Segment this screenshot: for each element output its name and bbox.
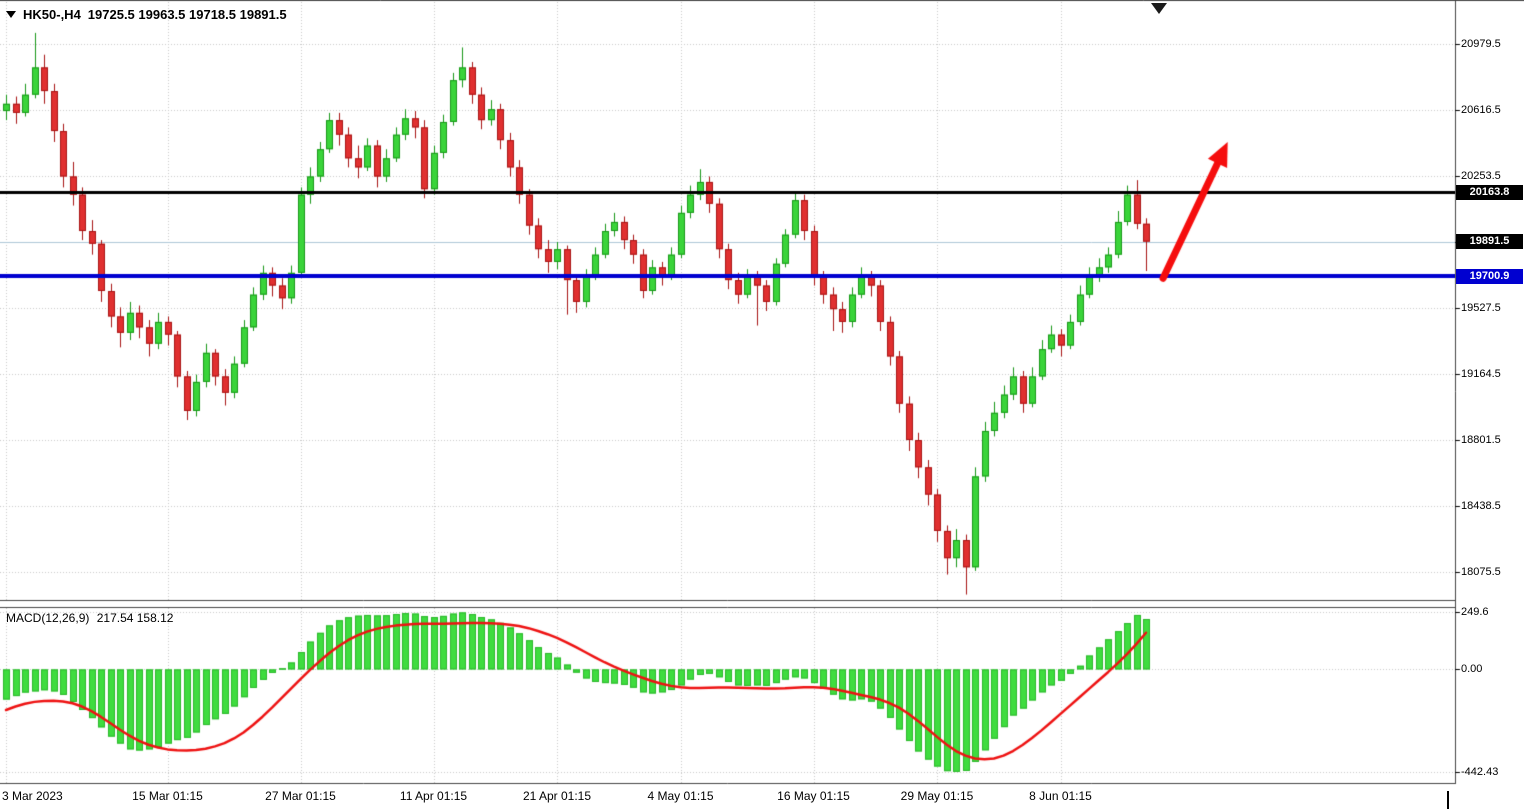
time-axis-date-label: 21 Apr 01:15 <box>522 789 592 803</box>
macd-indicator-values: 217.54 158.12 <box>96 611 174 625</box>
macd-axis-tick-label: -442.43 <box>1461 765 1499 778</box>
time-axis-date-label: 15 Mar 01:15 <box>132 789 203 803</box>
macd-indicator-label: MACD(12,26,9) 217.54 158.12 <box>6 611 177 625</box>
symbol-title: HK50-,H4 <box>23 7 81 22</box>
price-axis-tick-label: 19164.5 <box>1461 367 1501 380</box>
time-axis-date-label: 16 May 01:15 <box>777 789 850 803</box>
symbol-marker-icon <box>6 11 16 18</box>
symbol-info-bar: HK50-,H4 19725.5 19963.5 19718.5 19891.5 <box>6 7 287 22</box>
price-axis-tick-label: 18801.5 <box>1461 433 1501 446</box>
price-axis-tick-label: 18075.5 <box>1461 565 1501 578</box>
macd-indicator-name: MACD(12,26,9) <box>6 611 90 625</box>
price-axis-tick-label: 19527.5 <box>1461 301 1501 314</box>
time-axis-date-label: 27 Mar 01:15 <box>265 789 336 803</box>
price-tag-resistance-line: 20163.8 <box>1456 184 1523 200</box>
time-axis-date-label: 8 Jun 01:15 <box>1029 789 1092 803</box>
price-axis-tick-label: 20253.5 <box>1461 169 1501 182</box>
time-axis-date-label: 11 Apr 01:15 <box>399 789 468 803</box>
price-tag-support-line: 19700.9 <box>1456 268 1523 284</box>
price-axis-tick-label: 20616.5 <box>1461 103 1501 116</box>
axis-corner-mark <box>1447 791 1449 809</box>
time-axis-date-label: 29 May 01:15 <box>900 789 974 803</box>
macd-axis-tick-label: 0.00 <box>1461 663 1483 676</box>
price-axis-tick-label: 20979.5 <box>1461 37 1501 50</box>
time-axis-date-label: 3 Mar 2023 <box>2 789 63 803</box>
price-tag-current-price: 19891.5 <box>1456 234 1523 250</box>
time-axis-date-label: 4 May 01:15 <box>647 789 714 803</box>
macd-axis-tick-label: 249.6 <box>1461 605 1489 618</box>
chart-shift-marker-icon[interactable] <box>1151 3 1167 14</box>
symbol-ohlc-values: 19725.5 19963.5 19718.5 19891.5 <box>87 7 287 22</box>
price-axis-tick-label: 18438.5 <box>1461 499 1501 512</box>
